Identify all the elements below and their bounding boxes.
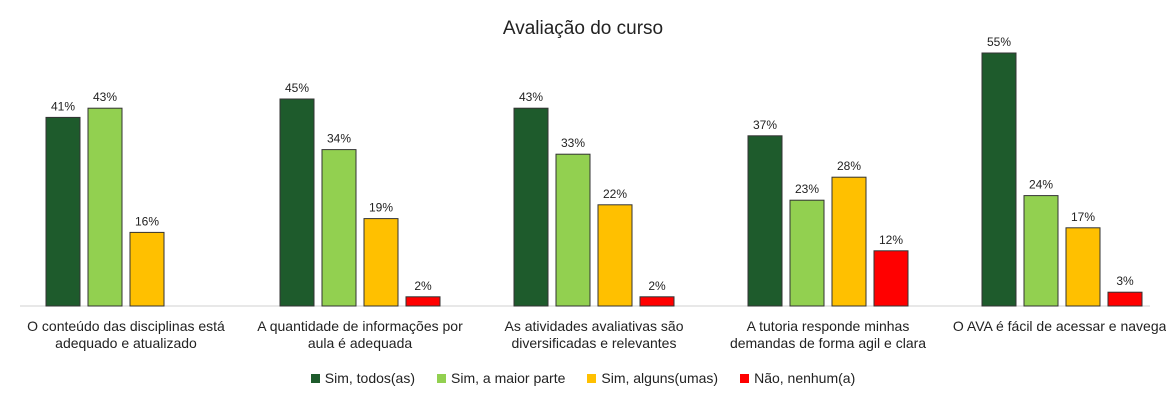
data-label: 2% [414,279,432,293]
data-label: 2% [648,279,666,293]
data-label: 24% [1029,178,1053,192]
bar [873,250,909,307]
bar [747,135,783,307]
legend-label: Não, nenhum(a) [754,370,856,386]
legend-label: Sim, todos(as) [324,370,415,386]
data-label: 19% [369,201,393,215]
legend-item: Sim, a maior parte [437,370,565,386]
legend-item: Sim, alguns(umas) [587,370,718,386]
bar [87,107,123,307]
bar [831,176,867,307]
bar [639,296,675,307]
data-label: 12% [879,233,903,247]
data-label: 28% [837,159,861,173]
bar [981,52,1017,307]
data-label: 23% [795,182,819,196]
legend-label: Sim, alguns(umas) [601,370,719,386]
x-tick-label: O AVA é fácil de acessar e navegar [952,318,1166,334]
data-label: 41% [51,99,75,113]
data-label: 45% [285,81,309,95]
bar [1023,195,1059,307]
x-tick-label: A tutoria responde minhas demandas de fo… [729,318,927,351]
legend-swatch [587,373,597,383]
data-label: 22% [603,187,627,201]
legend-swatch [740,373,750,383]
bar [129,231,165,307]
data-label: 37% [753,118,777,132]
data-label: 17% [1071,210,1095,224]
data-label: 16% [135,214,159,228]
bar [1065,227,1101,307]
data-label: 34% [327,132,351,146]
legend-label: Sim, a maior parte [451,370,566,386]
data-label: 3% [1116,274,1134,288]
chart-title: Avaliação do curso [503,18,663,39]
bar [597,204,633,307]
legend-swatch [310,373,320,383]
bar [45,116,81,307]
x-tick-label: A quantidade de informações por aula é a… [257,318,463,351]
bar [1107,291,1143,307]
x-tick-label: O conteúdo das disciplinas está adequado… [27,318,225,351]
bar [279,98,315,307]
bar [789,199,825,307]
data-label: 43% [93,90,117,104]
legend-item: Não, nenhum(a) [740,370,855,386]
bar [363,218,399,307]
legend-swatch [437,373,446,383]
bar [321,149,357,307]
data-label: 33% [561,136,585,150]
bar [555,153,591,307]
legend: Sim, todos(as) Sim, a maior parte Sim, alg… [0,370,1166,386]
data-label: 55% [987,35,1011,49]
legend-item: Sim, todos(as) [310,370,415,386]
x-tick-label: As atividades avaliativas são diversific… [504,318,684,351]
bar [405,296,441,307]
bar [513,107,549,307]
data-label: 43% [519,90,543,104]
